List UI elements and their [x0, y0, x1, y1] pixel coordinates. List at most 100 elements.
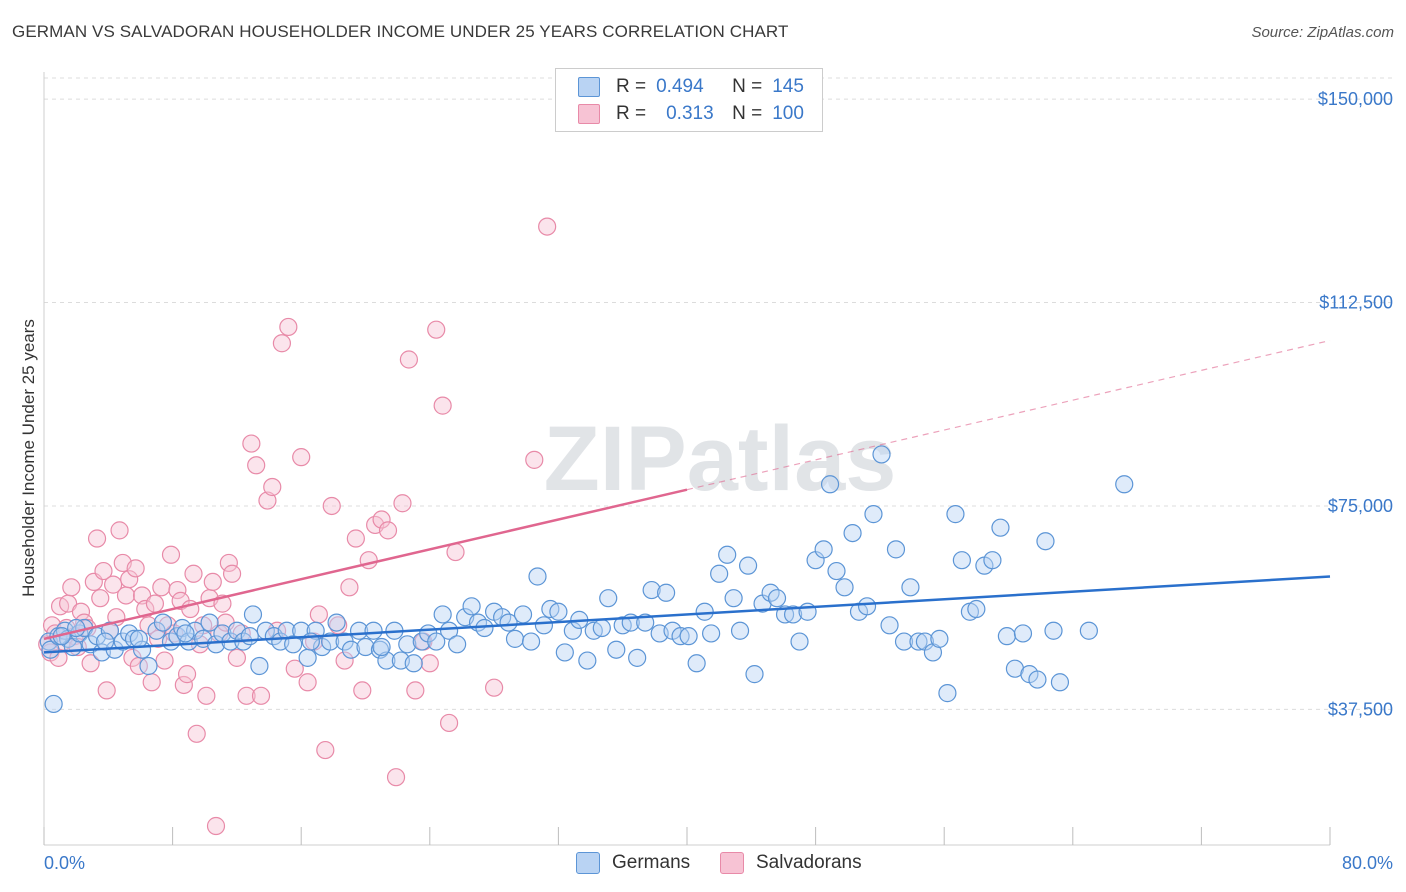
x-tick-label: 0.0%	[44, 853, 85, 873]
legend-item-germans[interactable]: Germans	[576, 852, 690, 874]
german-point	[738, 556, 758, 575]
salvadorans-legend-swatch	[720, 852, 744, 874]
salvadoran-point	[446, 542, 465, 562]
legend-row-salvadorans: R = 0.313 N = 100	[578, 101, 804, 127]
german-point	[176, 624, 195, 643]
german-point	[695, 602, 714, 621]
salvadoran-point	[206, 816, 226, 836]
salvadoran-point	[353, 681, 372, 700]
series-legend: Germans Salvadorans	[0, 852, 1406, 878]
salvadoran-point	[420, 654, 439, 673]
german-point	[1013, 624, 1033, 643]
salvadoran-point	[222, 564, 242, 583]
salvadoran-point	[525, 450, 544, 469]
german-point	[724, 589, 743, 608]
german-point	[549, 602, 568, 621]
german-point	[321, 632, 340, 651]
german-r-value: 0.494	[656, 76, 704, 97]
trend-lines	[43, 339, 1331, 654]
german-n-value: 145	[772, 76, 804, 97]
german-point	[433, 605, 452, 624]
german-point	[592, 618, 611, 638]
y-tick-label: $37,500	[1328, 699, 1393, 719]
y-tick-label: $112,500	[1319, 293, 1393, 313]
german-point	[880, 616, 899, 635]
german-point	[642, 580, 661, 600]
german-point	[427, 632, 446, 651]
salvadoran-point	[433, 396, 452, 415]
german-point	[938, 684, 957, 703]
german-point	[886, 540, 906, 559]
german-point	[946, 505, 965, 524]
german-point	[499, 613, 518, 632]
salvadoran-point	[247, 456, 266, 475]
salvadoran-swatch	[578, 104, 600, 124]
salvadoran-point	[378, 521, 398, 540]
german-n-label: N =	[732, 76, 763, 97]
salvadoran-point	[203, 572, 222, 592]
german-point	[505, 629, 525, 648]
salvadorans-legend-label: Salvadorans	[756, 852, 862, 873]
german-point	[129, 629, 148, 648]
german-point	[578, 651, 597, 670]
salvadoran-point	[309, 605, 328, 624]
salvadoran-point	[81, 654, 100, 673]
salvadoran-r-value: 0.313	[666, 103, 714, 124]
salvadoran-point	[335, 651, 354, 670]
legend-row-germans: R = 0.494 N = 145	[578, 74, 804, 100]
salvadoran-point	[372, 510, 391, 529]
german-point	[894, 632, 914, 651]
german-point	[901, 578, 920, 597]
german-point	[341, 640, 361, 659]
legend-item-salvadorans[interactable]: Salvadorans	[720, 852, 862, 874]
german-point	[364, 621, 383, 640]
german-point	[534, 616, 554, 635]
german-point	[864, 505, 883, 524]
german-point	[1079, 621, 1098, 640]
salvadoran-point	[292, 448, 311, 467]
german-point	[679, 627, 698, 646]
salvadoran-point	[298, 673, 317, 692]
y-tick-label: $75,000	[1328, 496, 1393, 516]
german-point	[730, 621, 750, 640]
salvadoran-point	[346, 529, 365, 548]
salvadoran-point	[94, 561, 113, 581]
salvadoran-point	[110, 521, 129, 540]
german-point	[120, 624, 139, 643]
german-point	[745, 665, 764, 684]
correlation-legend: R = 0.494 N = 145 R = 0.313 N = 100	[555, 68, 823, 132]
german-point	[448, 635, 467, 654]
salvadoran-point	[184, 564, 203, 583]
salvadoran-point	[161, 545, 181, 564]
german-point	[827, 561, 846, 581]
source-label: Source: ZipAtlas.com	[1251, 24, 1394, 41]
german-point	[298, 648, 317, 667]
german-point	[790, 632, 809, 651]
salvadoran-point	[227, 648, 246, 667]
german-point	[952, 551, 971, 570]
salvadoran-point	[97, 681, 116, 700]
german-point	[200, 613, 219, 632]
german-point	[243, 605, 263, 624]
german-point	[327, 613, 346, 632]
salvadoran-point	[197, 686, 216, 705]
german-point	[1115, 475, 1134, 494]
salvadoran-point	[340, 578, 359, 597]
german-point	[398, 635, 417, 654]
watermark: ZIPatlas	[544, 408, 897, 510]
salvadoran-point	[485, 678, 504, 697]
german-point	[404, 654, 423, 673]
german-point	[284, 635, 303, 654]
german-point	[783, 605, 803, 624]
german-point	[997, 627, 1016, 646]
salvadoran-point	[142, 673, 161, 692]
y-axis-title: Householder Income Under 25 years	[19, 319, 38, 597]
german-point	[356, 637, 375, 657]
german-point	[139, 656, 158, 676]
salvadoran-point	[104, 575, 123, 594]
salvadoran-point	[399, 350, 419, 369]
salvadoran-point	[126, 559, 145, 578]
german-point	[206, 635, 226, 654]
german-point	[607, 640, 626, 659]
salvadoran-point	[393, 494, 412, 513]
